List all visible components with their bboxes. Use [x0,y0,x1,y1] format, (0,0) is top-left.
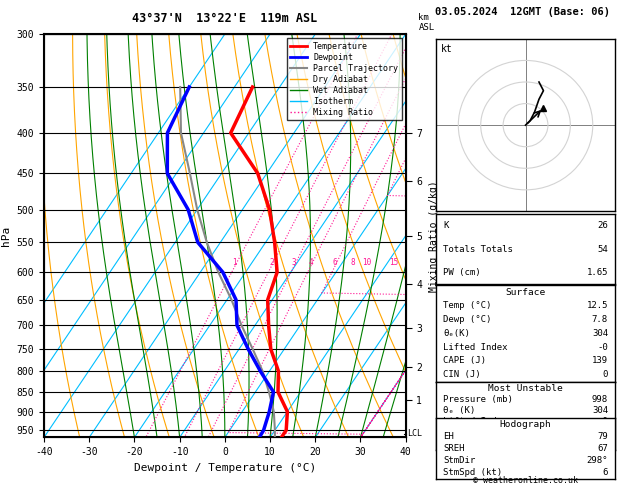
Text: Surface: Surface [506,288,545,296]
X-axis label: Dewpoint / Temperature (°C): Dewpoint / Temperature (°C) [134,463,316,473]
Text: Pressure (mb): Pressure (mb) [443,395,513,404]
Text: km
ASL: km ASL [418,13,435,32]
Text: CIN (J): CIN (J) [443,439,481,449]
Text: 54: 54 [598,244,608,254]
Text: 139: 139 [592,428,608,437]
Text: 298°: 298° [586,456,608,465]
Text: © weatheronline.co.uk: © weatheronline.co.uk [473,476,578,485]
Text: StmSpd (kt): StmSpd (kt) [443,468,502,477]
Y-axis label: Mixing Ratio (g/kg): Mixing Ratio (g/kg) [429,180,439,292]
Text: SREH: SREH [443,444,465,453]
Text: 139: 139 [592,356,608,365]
Text: Lifted Index: Lifted Index [443,343,508,352]
Text: 1: 1 [232,258,237,266]
Text: -0: -0 [598,417,608,426]
Text: StmDir: StmDir [443,456,476,465]
Text: 03.05.2024  12GMT (Base: 06): 03.05.2024 12GMT (Base: 06) [435,7,610,17]
Text: EH: EH [443,432,454,441]
Text: 15: 15 [389,258,398,266]
Text: θₑ(K): θₑ(K) [443,329,470,338]
Text: LCL: LCL [407,429,422,438]
Text: 3: 3 [292,258,296,266]
Text: 6: 6 [333,258,337,266]
Text: 67: 67 [598,444,608,453]
Text: Lifted Index: Lifted Index [443,417,508,426]
Text: CAPE (J): CAPE (J) [443,356,486,365]
Text: 7.8: 7.8 [592,315,608,324]
Text: 26: 26 [598,221,608,230]
Legend: Temperature, Dewpoint, Parcel Trajectory, Dry Adiabat, Wet Adiabat, Isotherm, Mi: Temperature, Dewpoint, Parcel Trajectory… [287,38,401,121]
Text: 1.65: 1.65 [586,268,608,277]
Text: 304: 304 [592,406,608,415]
Text: 6: 6 [603,468,608,477]
Text: 8: 8 [350,258,355,266]
Text: kt: kt [442,44,453,54]
Text: -0: -0 [598,343,608,352]
Text: CIN (J): CIN (J) [443,370,481,379]
Text: 79: 79 [598,432,608,441]
Text: 0: 0 [603,370,608,379]
Text: Dewp (°C): Dewp (°C) [443,315,491,324]
Text: 43°37'N  13°22'E  119m ASL: 43°37'N 13°22'E 119m ASL [132,12,318,25]
Text: CAPE (J): CAPE (J) [443,428,486,437]
Text: Hodograph: Hodograph [499,419,552,429]
Text: 998: 998 [592,395,608,404]
Text: Totals Totals: Totals Totals [443,244,513,254]
Y-axis label: hPa: hPa [1,226,11,246]
Text: K: K [443,221,448,230]
Text: 4: 4 [308,258,313,266]
Text: 10: 10 [362,258,372,266]
Text: θₑ (K): θₑ (K) [443,406,476,415]
Text: 2: 2 [269,258,274,266]
Text: 304: 304 [592,329,608,338]
Text: PW (cm): PW (cm) [443,268,481,277]
Text: 0: 0 [603,439,608,449]
Text: Temp (°C): Temp (°C) [443,301,491,311]
Text: Most Unstable: Most Unstable [488,383,563,393]
Text: 12.5: 12.5 [586,301,608,311]
